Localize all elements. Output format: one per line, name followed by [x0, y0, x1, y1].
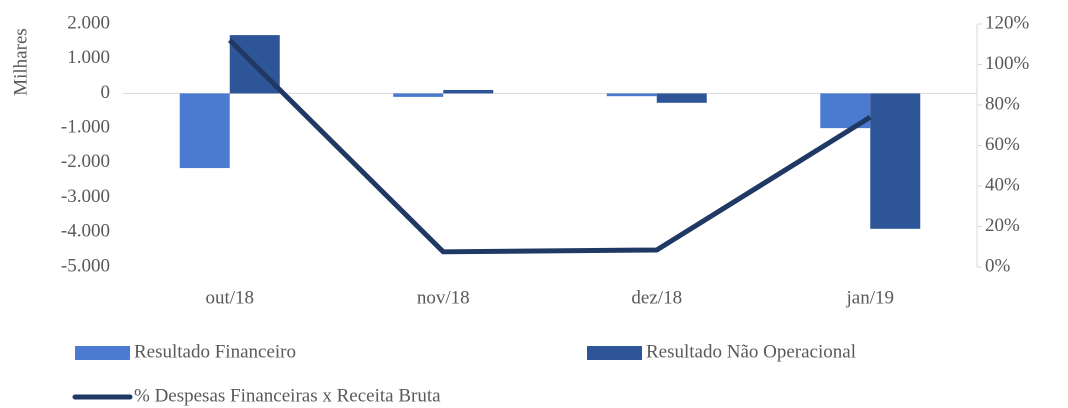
bar	[443, 89, 494, 94]
y2-tick-label: 60%	[985, 134, 1020, 155]
y-tick-label: -3.000	[61, 186, 110, 207]
x-tick-label: nov/18	[417, 287, 470, 308]
legend-swatch	[587, 346, 642, 360]
legend-label: % Despesas Financeiras x Receita Bruta	[134, 385, 441, 406]
y-axis-label: Milhares	[10, 28, 31, 96]
bar	[870, 93, 921, 229]
line-series	[227, 38, 872, 255]
y-tick-label: 1.000	[67, 47, 110, 68]
legend-swatch	[75, 346, 130, 360]
y-tick-label: -5.000	[61, 255, 110, 276]
bar	[393, 93, 444, 97]
y2-tick-label: 40%	[985, 174, 1020, 195]
x-tick-label: jan/19	[846, 287, 895, 308]
y-tick-label: -2.000	[61, 151, 110, 172]
y-tick-label: -4.000	[61, 221, 110, 242]
y2-tick-label: 120%	[985, 12, 1030, 33]
legend-label: Resultado Não Operacional	[646, 341, 856, 362]
x-tick-label: dez/18	[631, 287, 682, 308]
y2-tick-label: 20%	[985, 215, 1020, 236]
x-tick-label: out/18	[205, 287, 254, 308]
bar	[656, 93, 707, 103]
bar	[179, 93, 230, 169]
y-tick-label: 2.000	[67, 12, 110, 33]
y-tick-label: 0	[101, 82, 111, 103]
bar	[606, 93, 657, 97]
y-tick-label: -1.000	[61, 117, 110, 138]
y2-tick-label: 0%	[985, 255, 1011, 276]
y2-tick-label: 80%	[985, 93, 1020, 114]
legend-label: Resultado Financeiro	[134, 341, 296, 362]
y2-tick-label: 100%	[985, 53, 1030, 74]
